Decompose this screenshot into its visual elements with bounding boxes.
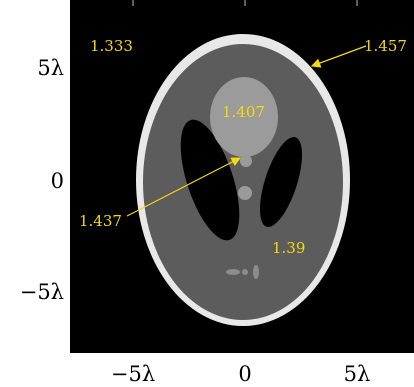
bottom-blob-middle — [242, 269, 248, 275]
brain-ellipse — [143, 44, 343, 320]
skull-annotation-arrow — [310, 45, 367, 68]
background-index-label: 1.333 — [90, 37, 133, 55]
upper-bright-region — [210, 77, 278, 157]
x-tick-label: 0 — [238, 362, 251, 386]
phantom — [136, 34, 350, 326]
x-tick-label: 5λ — [344, 362, 371, 386]
left-dark-lobe — [180, 119, 240, 241]
bottom-blob-left — [226, 269, 240, 275]
y-tick-label: 0 — [51, 169, 64, 193]
y-tick-label: −5λ — [20, 280, 64, 304]
x-tick-label: −5λ — [111, 362, 155, 386]
small-feature-center — [240, 155, 252, 167]
axes-ticks-top — [132, 0, 358, 6]
interior-index-label: 1.39 — [272, 239, 305, 257]
small-feature-index-label: 1.437 — [79, 212, 122, 230]
small-feature-lower — [238, 186, 252, 200]
axes-ticks — [70, 67, 358, 353]
upper-region-index-label: 1.407 — [222, 103, 265, 121]
y-tick-label: 5λ — [37, 56, 64, 80]
skull-index-label: 1.457 — [364, 37, 407, 55]
right-dark-lobe — [259, 137, 303, 227]
small-feature-annotation-arrow — [126, 157, 242, 217]
bottom-blob-right — [253, 265, 259, 279]
